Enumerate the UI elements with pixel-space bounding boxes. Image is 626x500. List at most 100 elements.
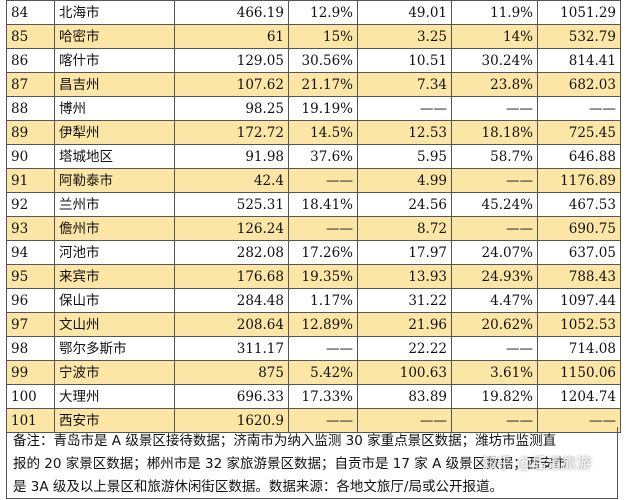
rank-cell: 89 <box>6 120 55 145</box>
table-row: 88 博州 98.25 19.19% —— —— —— <box>6 96 621 121</box>
value-cell: 682.03 <box>537 72 621 97</box>
value-cell: 21.96 <box>357 312 452 337</box>
percent-cell: 11.9% <box>451 0 538 25</box>
value-cell: 13.93 <box>357 264 452 289</box>
rank-cell: 100 <box>6 384 55 409</box>
value-cell: 49.01 <box>357 0 452 25</box>
city-cell: 文山州 <box>54 312 175 337</box>
value-cell: 98.25 <box>174 96 289 121</box>
percent-cell: 14% <box>451 24 538 49</box>
footnote-line: 是 3A 级及以上景区和旅游休闲街区数据。数据来源：各地文旅厅/局或公开报道。 <box>13 479 503 495</box>
value-cell: 725.45 <box>537 120 621 145</box>
value-cell: 3.25 <box>357 24 452 49</box>
rank-cell: 84 <box>6 0 55 25</box>
percent-cell: —— <box>451 408 538 433</box>
value-cell: —— <box>537 408 621 433</box>
value-cell: —— <box>357 408 452 433</box>
percent-cell: —— <box>288 336 358 361</box>
table-row: 87 昌吉州 107.62 21.17% 7.34 23.8% 682.03 <box>6 72 621 97</box>
percent-cell: —— <box>451 96 538 121</box>
table-row: 93 儋州市 126.24 —— 8.72 —— 690.75 <box>6 216 621 241</box>
rank-cell: 95 <box>6 264 55 289</box>
percent-cell: 5.42% <box>288 360 358 385</box>
city-cell: 阿勒泰市 <box>54 168 175 193</box>
value-cell: 646.88 <box>537 144 621 169</box>
city-cell: 昌吉州 <box>54 72 175 97</box>
table-row: 95 来宾市 176.68 19.35% 13.93 24.93% 788.43 <box>6 264 621 289</box>
percent-cell: 37.6% <box>288 144 358 169</box>
value-cell: 42.4 <box>174 168 289 193</box>
value-cell: 466.19 <box>174 0 289 25</box>
value-cell: 1051.29 <box>537 0 621 25</box>
value-cell: 311.17 <box>174 336 289 361</box>
city-cell: 儋州市 <box>54 216 175 241</box>
table-row: 94 河池市 282.08 17.26% 17.97 24.07% 637.05 <box>6 240 621 265</box>
rank-cell: 92 <box>6 192 55 217</box>
value-cell: 126.24 <box>174 216 289 241</box>
rank-cell: 98 <box>6 336 55 361</box>
percent-cell: 14.5% <box>288 120 358 145</box>
city-cell: 塔城地区 <box>54 144 175 169</box>
value-cell: 10.51 <box>357 48 452 73</box>
rank-cell: 90 <box>6 144 55 169</box>
table-row: 84 北海市 466.19 12.9% 49.01 11.9% 1051.29 <box>6 0 621 25</box>
value-cell: 1204.74 <box>537 384 621 409</box>
value-cell: 788.43 <box>537 264 621 289</box>
percent-cell: 15% <box>288 24 358 49</box>
percent-cell: 12.9% <box>288 0 358 25</box>
percent-cell: 21.17% <box>288 72 358 97</box>
percent-cell: —— <box>451 216 538 241</box>
value-cell: 8.72 <box>357 216 452 241</box>
percent-cell: —— <box>451 168 538 193</box>
ranking-table: 84 北海市 466.19 12.9% 49.01 11.9% 1051.29 85 哈密市 61… <box>6 0 621 433</box>
rank-cell: 97 <box>6 312 55 337</box>
table-row: 101 西安市 1620.9 —— —— —— —— <box>6 408 621 433</box>
table-row: 97 文山州 208.64 12.89% 21.96 20.62% 1052.53 <box>6 312 621 337</box>
rank-cell: 91 <box>6 168 55 193</box>
rank-cell: 86 <box>6 48 55 73</box>
percent-cell: 30.56% <box>288 48 358 73</box>
footnote-line: 报的 20 家景区数据；郴州市是 32 家旅游景区数据；自贡市是 17 家 A … <box>13 456 568 472</box>
percent-cell: 17.26% <box>288 240 358 265</box>
percent-cell: 19.19% <box>288 96 358 121</box>
value-cell: 1097.44 <box>537 288 621 313</box>
value-cell: 525.31 <box>174 192 289 217</box>
percent-cell: —— <box>288 216 358 241</box>
city-cell: 保山市 <box>54 288 175 313</box>
table-row: 91 阿勒泰市 42.4 —— 4.99 —— 1176.89 <box>6 168 621 193</box>
value-cell: 4.99 <box>357 168 452 193</box>
table-row: 98 鄂尔多斯市 311.17 —— 22.22 —— 714.08 <box>6 336 621 361</box>
percent-cell: —— <box>288 168 358 193</box>
value-cell: 61 <box>174 24 289 49</box>
footnote: 备注：青岛市是 A 级景区接待数据；济南市为纳入监测 30 家重点景区数据；潍坊… <box>6 427 618 499</box>
value-cell: 1620.9 <box>174 408 289 433</box>
value-cell: 282.08 <box>174 240 289 265</box>
value-cell: 696.33 <box>174 384 289 409</box>
percent-cell: 24.07% <box>451 240 538 265</box>
rank-cell: 99 <box>6 360 55 385</box>
value-cell: 5.95 <box>357 144 452 169</box>
value-cell: 875 <box>174 360 289 385</box>
value-cell: 24.56 <box>357 192 452 217</box>
value-cell: 17.97 <box>357 240 452 265</box>
footnote-line: 备注：青岛市是 A 级景区接待数据；济南市为纳入监测 30 家重点景区数据；潍坊… <box>13 433 557 449</box>
table-row: 85 哈密市 61 15% 3.25 14% 532.79 <box>6 24 621 49</box>
city-cell: 伊犁州 <box>54 120 175 145</box>
percent-cell: 19.82% <box>451 384 538 409</box>
city-cell: 兰州市 <box>54 192 175 217</box>
percent-cell: 19.35% <box>288 264 358 289</box>
percent-cell: 1.17% <box>288 288 358 313</box>
value-cell: —— <box>357 96 452 121</box>
value-cell: 176.68 <box>174 264 289 289</box>
table-row: 90 塔城地区 91.98 37.6% 5.95 58.7% 646.88 <box>6 144 621 169</box>
city-cell: 博州 <box>54 96 175 121</box>
percent-cell: 23.8% <box>451 72 538 97</box>
value-cell: 100.63 <box>357 360 452 385</box>
value-cell: 31.22 <box>357 288 452 313</box>
value-cell: 1150.06 <box>537 360 621 385</box>
city-cell: 河池市 <box>54 240 175 265</box>
city-cell: 哈密市 <box>54 24 175 49</box>
table-row: 89 伊犁州 172.72 14.5% 12.53 18.18% 725.45 <box>6 120 621 145</box>
value-cell: 467.53 <box>537 192 621 217</box>
